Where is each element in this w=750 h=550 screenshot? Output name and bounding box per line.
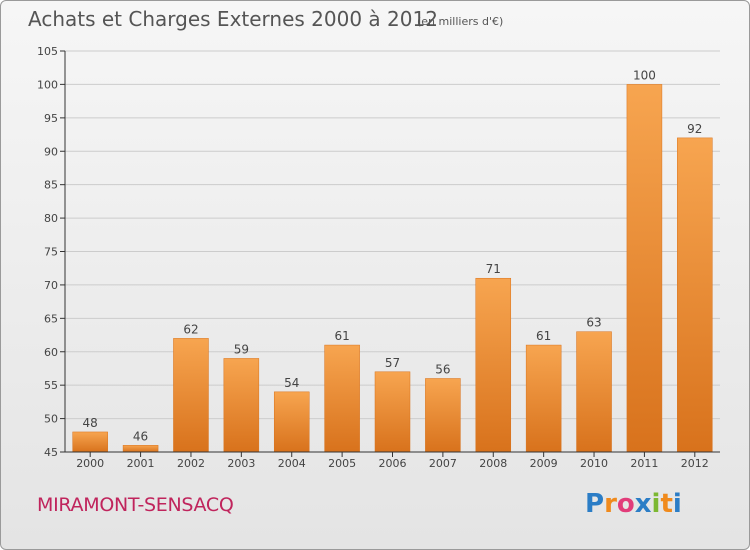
x-tick-label: 2009 xyxy=(530,457,558,470)
x-tick-label: 2001 xyxy=(127,457,155,470)
y-tick-label: 75 xyxy=(44,246,58,259)
proxiti-logo: Proxiti xyxy=(585,489,682,519)
bar-2002 xyxy=(173,338,209,453)
y-tick-label: 95 xyxy=(44,112,58,125)
bar-value-label: 54 xyxy=(284,376,299,390)
bar-2012 xyxy=(677,137,713,453)
bar-2000 xyxy=(72,431,108,453)
bar-value-label: 71 xyxy=(486,262,501,276)
bar-2008 xyxy=(475,277,512,453)
bar-value-label: 92 xyxy=(687,122,702,136)
x-tick-label: 2002 xyxy=(177,457,205,470)
bar-value-label: 56 xyxy=(435,362,450,376)
y-tick-label: 65 xyxy=(44,312,58,325)
bar-value-label: 62 xyxy=(183,322,198,336)
y-tick-label: 80 xyxy=(44,212,58,225)
y-tick-label: 55 xyxy=(44,379,58,392)
y-tick-label: 105 xyxy=(37,45,58,58)
bar-value-label: 100 xyxy=(633,68,656,82)
place-name: MIRAMONT-SENSACQ xyxy=(37,494,234,516)
bar-2007 xyxy=(425,378,461,453)
y-tick-label: 100 xyxy=(37,78,58,91)
x-tick-label: 2010 xyxy=(580,457,608,470)
bar-2003 xyxy=(223,358,260,453)
x-tick-label: 2004 xyxy=(278,457,306,470)
bar-2011 xyxy=(626,84,663,453)
bar-value-label: 59 xyxy=(234,342,249,356)
y-tick-label: 70 xyxy=(44,279,58,292)
bar-2004 xyxy=(273,391,310,453)
x-tick-label: 2011 xyxy=(630,457,658,470)
bar-value-label: 63 xyxy=(586,316,601,330)
x-tick-label: 2012 xyxy=(681,457,709,470)
y-tick-label: 50 xyxy=(44,413,58,426)
bar-2009 xyxy=(525,344,562,453)
bar-2001 xyxy=(122,445,159,453)
x-tick-label: 2000 xyxy=(76,457,104,470)
chart-title: Achats et Charges Externes 2000 à 2012 xyxy=(28,7,438,31)
x-tick-label: 2005 xyxy=(328,457,356,470)
bar-2006 xyxy=(374,371,411,453)
bar-2010 xyxy=(576,331,612,453)
bar-value-label: 61 xyxy=(334,329,349,343)
x-tick-label: 2006 xyxy=(379,457,407,470)
y-tick-label: 90 xyxy=(44,145,58,158)
y-tick-label: 60 xyxy=(44,346,58,359)
y-tick-label: 45 xyxy=(44,446,58,459)
bar-value-label: 61 xyxy=(536,329,551,343)
bar-2005 xyxy=(324,344,360,453)
axes: 45 50 55 60 65 70 75 80 85 90 95 100 105 2000 2001 2002… xyxy=(37,45,720,470)
bar-value-label: 46 xyxy=(133,429,148,443)
x-tick-label: 2003 xyxy=(227,457,255,470)
x-tick-label: 2008 xyxy=(479,457,507,470)
bar-value-label: 48 xyxy=(83,416,98,430)
bars: 48 46 62 59 54 61 57 56 71 61 63 100 92 xyxy=(72,68,713,453)
chart-subtitle: (en milliers d'€) xyxy=(417,15,504,28)
y-tick-label: 85 xyxy=(44,179,58,192)
bar-value-label: 57 xyxy=(385,356,400,370)
x-tick-label: 2007 xyxy=(429,457,457,470)
